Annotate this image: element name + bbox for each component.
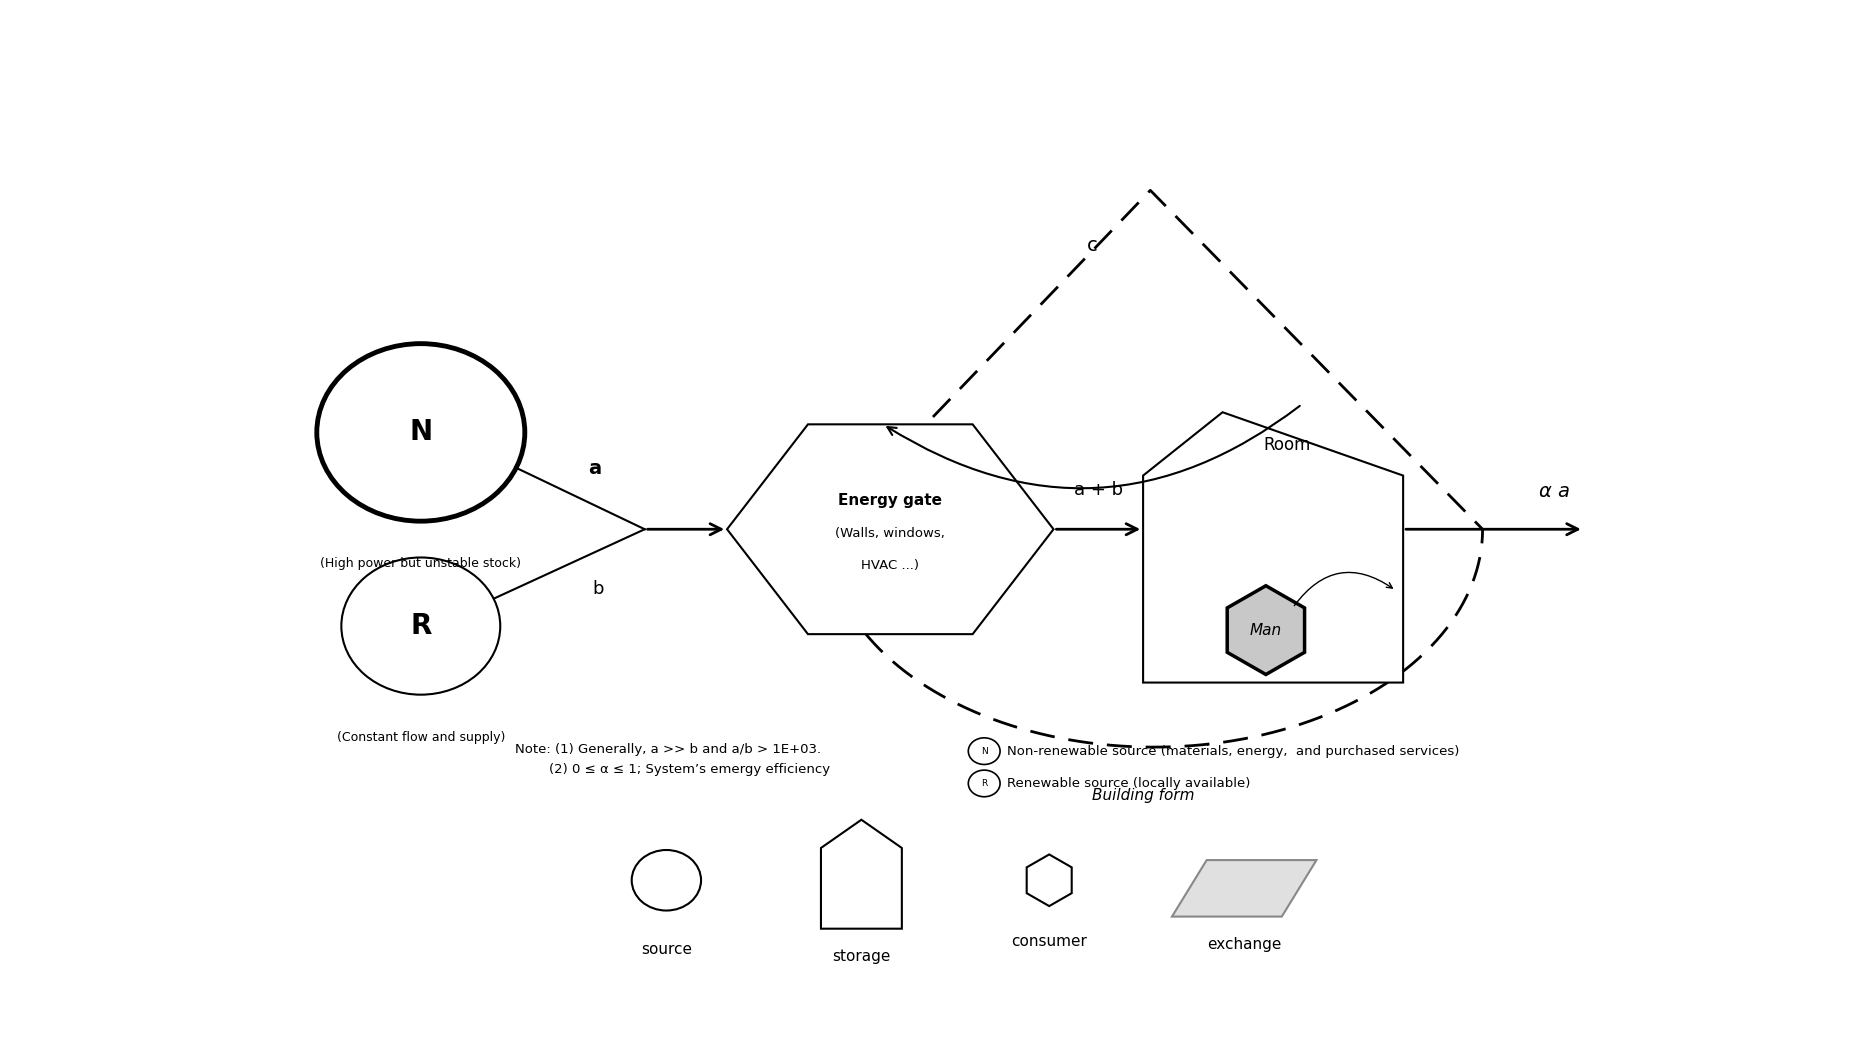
Text: a: a [589,459,602,478]
Text: R: R [980,779,988,788]
Polygon shape [1027,854,1072,907]
Text: N: N [410,418,432,446]
Text: c: c [1087,236,1098,255]
Text: R: R [410,612,431,640]
Text: Building form: Building form [1092,788,1195,803]
Text: Non-renewable source (materials, energy,  and purchased services): Non-renewable source (materials, energy,… [1007,745,1460,758]
Text: Note: (1) Generally, a >> b and a/b > 1E+03.
        (2) 0 ≤ α ≤ 1; System’s eme: Note: (1) Generally, a >> b and a/b > 1E… [514,743,829,777]
Text: (High power but unstable stock): (High power but unstable stock) [321,558,522,570]
Ellipse shape [317,344,526,521]
Text: $\alpha$ a: $\alpha$ a [1538,482,1569,501]
Polygon shape [820,820,902,929]
Text: exchange: exchange [1208,937,1281,952]
Text: (Constant flow and supply): (Constant flow and supply) [337,732,505,744]
Text: source: source [641,942,692,958]
Text: Man: Man [1251,623,1282,637]
Text: (Walls, windows,: (Walls, windows, [835,527,945,540]
Text: HVAC ...): HVAC ...) [861,559,919,572]
Ellipse shape [341,558,500,695]
Text: b: b [593,581,604,598]
Polygon shape [1172,860,1316,917]
Text: consumer: consumer [1012,935,1087,949]
Text: storage: storage [831,948,891,964]
Polygon shape [1227,586,1305,675]
Text: Renewable source (locally available): Renewable source (locally available) [1007,777,1251,790]
Ellipse shape [632,850,701,911]
Text: N: N [980,746,988,756]
Text: Room: Room [1264,436,1310,454]
Text: Energy gate: Energy gate [839,494,943,508]
Polygon shape [1143,412,1404,682]
Polygon shape [727,424,1053,634]
Text: a + b: a + b [1074,481,1122,499]
